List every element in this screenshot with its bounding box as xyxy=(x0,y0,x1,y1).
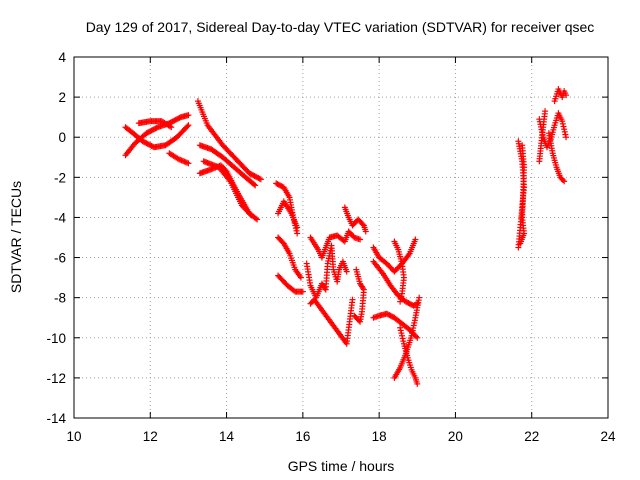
data-point xyxy=(250,181,257,188)
y-tick-label: -14 xyxy=(46,411,66,426)
y-axis-label: SDTVAR / TECUs xyxy=(8,181,24,293)
data-point xyxy=(248,212,255,219)
x-tick-label: 22 xyxy=(524,429,539,444)
data-point xyxy=(247,211,254,218)
data-point xyxy=(252,215,259,222)
data-point xyxy=(542,108,549,115)
y-tick-label: -10 xyxy=(46,331,66,346)
grid xyxy=(74,57,608,418)
data-point xyxy=(563,92,570,99)
y-tick-label: -4 xyxy=(54,210,66,225)
x-tick-label: 10 xyxy=(66,429,81,444)
y-tick-label: -8 xyxy=(54,291,66,306)
data-point xyxy=(397,298,404,305)
data-point xyxy=(412,236,419,243)
data-points xyxy=(122,86,570,387)
x-tick-label: 16 xyxy=(295,429,310,444)
data-point xyxy=(254,216,261,223)
data-point xyxy=(294,230,301,237)
data-point xyxy=(166,123,173,130)
x-tick-label: 24 xyxy=(600,429,616,444)
plot-frame xyxy=(73,56,609,419)
data-point xyxy=(400,338,407,345)
data-point xyxy=(185,160,192,167)
data-point xyxy=(563,134,570,141)
data-point xyxy=(561,128,568,135)
data-point xyxy=(559,120,566,127)
data-point xyxy=(561,126,568,133)
data-point xyxy=(562,131,569,138)
data-point xyxy=(362,228,369,235)
y-tick-label: -6 xyxy=(54,251,66,266)
x-tick-label: 20 xyxy=(448,429,463,444)
data-point xyxy=(414,334,421,341)
data-point xyxy=(357,236,364,243)
data-point xyxy=(397,296,404,303)
data-point xyxy=(559,177,566,184)
x-tick-label: 18 xyxy=(372,429,387,444)
data-point xyxy=(416,294,423,301)
data-point xyxy=(185,122,192,129)
x-tick-label: 12 xyxy=(143,429,158,444)
data-point xyxy=(297,274,304,281)
data-point xyxy=(359,221,366,228)
data-point xyxy=(257,176,264,183)
data-point xyxy=(561,178,568,185)
data-point xyxy=(399,332,406,339)
data-point xyxy=(256,175,263,182)
x-axis-label: GPS time / hours xyxy=(288,458,395,474)
chart-title: Day 129 of 2017, Sidereal Day-to-day VTE… xyxy=(86,19,595,35)
data-point xyxy=(352,313,359,320)
data-point xyxy=(517,240,524,247)
data-point xyxy=(299,288,306,295)
data-point xyxy=(252,182,259,189)
data-point xyxy=(293,227,300,234)
data-point xyxy=(168,124,175,131)
data-point xyxy=(349,296,356,303)
y-tick-label: 2 xyxy=(58,90,66,105)
data-point xyxy=(559,118,566,125)
data-point xyxy=(343,268,350,275)
data-point xyxy=(398,293,405,300)
data-point xyxy=(185,112,192,119)
data-point xyxy=(294,224,301,231)
data-point xyxy=(397,324,404,331)
data-point xyxy=(515,244,522,251)
x-tick-label: 14 xyxy=(219,429,235,444)
y-tick-label: 0 xyxy=(58,130,66,145)
data-point xyxy=(399,335,406,342)
data-point xyxy=(560,123,567,130)
y-tick-label: -2 xyxy=(54,170,66,185)
data-point xyxy=(413,333,420,340)
data-point xyxy=(398,330,405,337)
y-tick-label: 4 xyxy=(58,50,66,65)
data-point xyxy=(399,290,406,297)
y-tick-label: -12 xyxy=(46,371,66,386)
data-point xyxy=(184,123,191,130)
data-point xyxy=(414,380,421,387)
data-point xyxy=(397,327,404,334)
